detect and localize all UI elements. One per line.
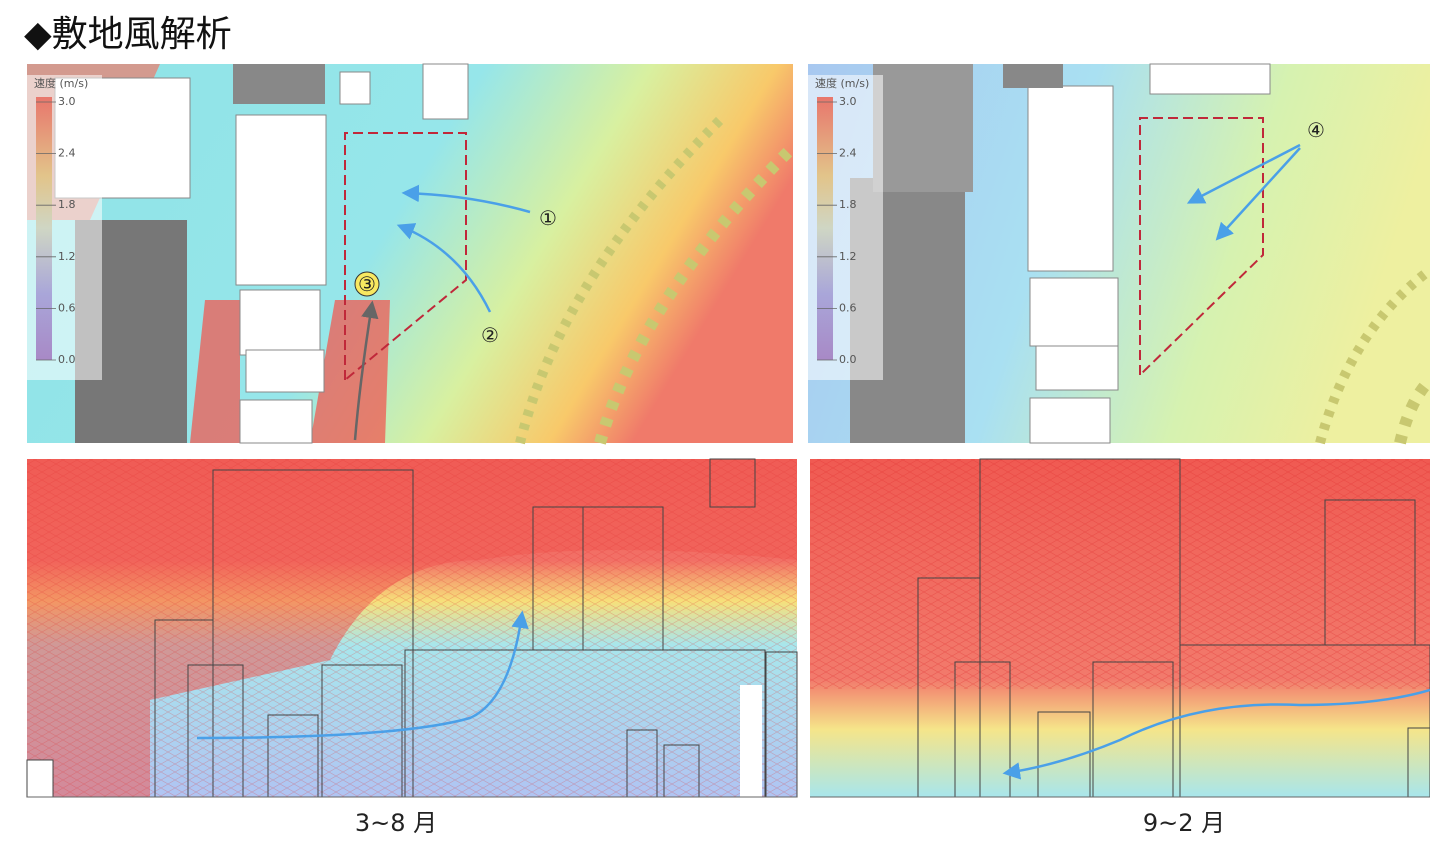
legend-tick-label: 0.6 [58,301,76,314]
building [1003,64,1063,88]
section-view-right [810,459,1430,797]
building [1030,278,1118,346]
legend-title: 速度 (m/s) [34,77,88,90]
marker-label: ① [539,206,557,230]
legend-tick-label: 3.0 [839,95,857,108]
vector-field [27,459,797,797]
caption: 9~2 月 [1143,809,1225,837]
legend-tick-label: 1.2 [58,250,76,263]
legend-colorbar [36,97,52,360]
building [236,115,326,285]
legend-tick-label: 0.6 [839,301,857,314]
legend-tick-label: 1.2 [839,250,857,263]
legend-tick-label: 1.8 [58,198,76,211]
marker-label: ③ [358,272,376,296]
marker-label: ④ [1307,118,1325,142]
marker-label: ② [481,323,499,347]
legend-tick-label: 3.0 [58,95,76,108]
building [240,400,312,443]
building [233,64,325,104]
building [1030,398,1110,443]
building [1150,64,1270,94]
building [240,290,320,355]
page: ◆敷地風解析 速度 (m/s) 3.0 2.4 1.8 1.2 0.6 0.0 ① ② ③ [0,0,1430,854]
legend-colorbar [817,97,833,360]
legend-tick-label: 2.4 [58,147,76,160]
section-view-left [27,459,797,797]
building [873,64,973,192]
legend-title: 速度 (m/s) [815,77,869,90]
building [27,760,53,797]
legend-tick-label: 2.4 [839,147,857,160]
vector-field [810,459,1430,689]
building [1028,86,1113,271]
plan-view-left: 速度 (m/s) 3.0 2.4 1.8 1.2 0.6 0.0 ① ② ③ [27,64,793,443]
legend-tick-label: 0.0 [58,353,76,366]
building [246,350,324,392]
caption: 3~8 月 [355,809,437,837]
title: ◆敷地風解析 [24,14,232,55]
building [340,72,370,104]
building [423,64,468,119]
legend-tick-label: 1.8 [839,198,857,211]
slide: ◆敷地風解析 速度 (m/s) 3.0 2.4 1.8 1.2 0.6 0.0 ① ② ③ [0,0,1430,854]
building [740,685,762,797]
legend-tick-label: 0.0 [839,353,857,366]
building [1036,346,1118,390]
plan-view-right: 速度 (m/s) 3.0 2.4 1.8 1.2 0.6 0.0 ④ [808,64,1430,443]
